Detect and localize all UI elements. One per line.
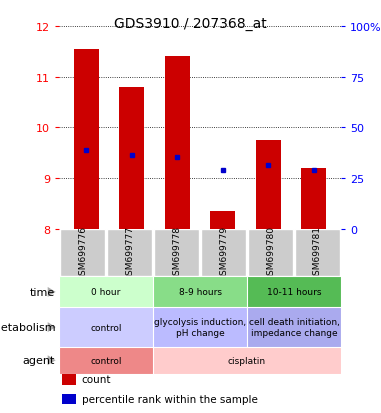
Bar bbox=[62, 374, 76, 385]
Text: GSM699779: GSM699779 bbox=[219, 225, 228, 280]
Text: count: count bbox=[82, 374, 111, 384]
Text: cisplatin: cisplatin bbox=[228, 356, 266, 365]
Text: percentile rank within the sample: percentile rank within the sample bbox=[82, 394, 258, 404]
FancyBboxPatch shape bbox=[154, 230, 200, 276]
Bar bbox=[74, 50, 99, 229]
Text: metabolism: metabolism bbox=[0, 322, 55, 332]
Text: control: control bbox=[90, 323, 122, 332]
Text: GSM699781: GSM699781 bbox=[313, 225, 322, 280]
FancyBboxPatch shape bbox=[295, 230, 341, 276]
Text: time: time bbox=[30, 287, 55, 297]
Bar bbox=[119, 88, 144, 229]
Text: agent: agent bbox=[23, 355, 55, 366]
Polygon shape bbox=[48, 287, 56, 297]
Text: GDS3910 / 207368_at: GDS3910 / 207368_at bbox=[114, 17, 267, 31]
FancyBboxPatch shape bbox=[248, 230, 293, 276]
Text: 10-11 hours: 10-11 hours bbox=[267, 288, 321, 297]
Text: 0 hour: 0 hour bbox=[91, 288, 121, 297]
Polygon shape bbox=[48, 355, 56, 366]
Text: control: control bbox=[90, 356, 122, 365]
Text: GSM699777: GSM699777 bbox=[125, 225, 134, 280]
Bar bbox=[301, 169, 326, 229]
Bar bbox=[62, 394, 76, 404]
FancyBboxPatch shape bbox=[59, 230, 106, 276]
Text: cell death initiation,
impedance change: cell death initiation, impedance change bbox=[248, 318, 339, 337]
FancyBboxPatch shape bbox=[107, 230, 152, 276]
Text: GSM699778: GSM699778 bbox=[172, 225, 181, 280]
Polygon shape bbox=[48, 322, 56, 332]
Bar bbox=[256, 141, 281, 229]
Bar bbox=[210, 211, 235, 229]
Text: GSM699780: GSM699780 bbox=[266, 225, 275, 280]
Text: 8-9 hours: 8-9 hours bbox=[179, 288, 221, 297]
Bar bbox=[165, 57, 190, 229]
Text: GSM699776: GSM699776 bbox=[78, 225, 87, 280]
Text: glycolysis induction,
pH change: glycolysis induction, pH change bbox=[154, 318, 246, 337]
FancyBboxPatch shape bbox=[200, 230, 247, 276]
